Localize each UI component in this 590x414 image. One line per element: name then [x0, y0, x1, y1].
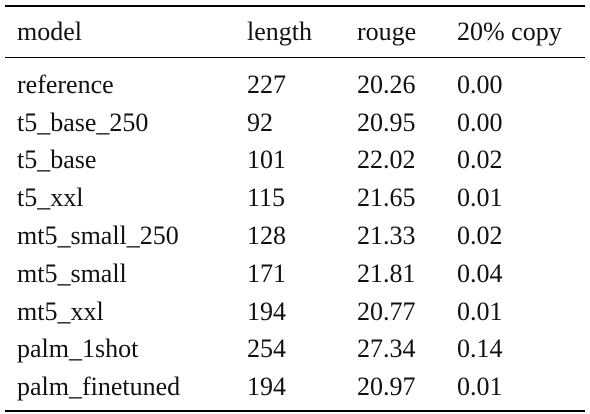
table-body: reference 227 20.26 0.00 t5_base_250 92 … [5, 58, 585, 412]
table-row: mt5_small 171 21.81 0.04 [5, 255, 585, 293]
cell-rouge: 21.33 [357, 221, 416, 251]
cell-copy: 0.04 [457, 258, 503, 288]
cell-model: mt5_xxl [17, 296, 104, 326]
header-length: length [247, 17, 312, 46]
cell-length: 115 [247, 183, 286, 213]
table-row: reference 227 20.26 0.00 [5, 58, 585, 104]
cell-model: palm_1shot [17, 334, 139, 364]
cell-copy: 0.02 [457, 221, 503, 251]
cell-length: 227 [247, 69, 286, 99]
cell-model: mt5_small [17, 258, 127, 288]
cell-model: palm_finetuned [17, 372, 181, 402]
header-model: model [17, 17, 82, 46]
results-table: model length rouge 20% copy reference 22… [5, 5, 585, 412]
cell-length: 171 [247, 258, 286, 288]
header-rouge: rouge [357, 17, 417, 46]
header-row: model length rouge 20% copy [5, 6, 585, 58]
cell-length: 254 [247, 334, 286, 364]
table-row: t5_base 101 22.02 0.02 [5, 142, 585, 180]
cell-length: 194 [247, 296, 286, 326]
cell-rouge: 22.02 [357, 145, 416, 175]
cell-length: 101 [247, 145, 286, 175]
table-row: t5_xxl 115 21.65 0.01 [5, 179, 585, 217]
cell-rouge: 20.26 [357, 69, 416, 99]
cell-model: t5_base [17, 145, 97, 175]
cell-copy: 0.02 [457, 145, 503, 175]
cell-rouge: 27.34 [357, 334, 416, 364]
cell-length: 92 [247, 107, 273, 137]
cell-length: 194 [247, 372, 286, 402]
cell-length: 128 [247, 221, 286, 251]
cell-copy: 0.00 [457, 69, 503, 99]
cell-copy: 0.01 [457, 183, 503, 213]
header-copy: 20% copy [457, 17, 562, 46]
results-table-container: model length rouge 20% copy reference 22… [5, 5, 585, 412]
table-row: t5_base_250 92 20.95 0.00 [5, 104, 585, 142]
table-row: mt5_small_250 128 21.33 0.02 [5, 217, 585, 255]
cell-model: mt5_small_250 [17, 221, 179, 251]
cell-model: t5_base_250 [17, 107, 149, 137]
table-header: model length rouge 20% copy [5, 6, 585, 58]
table-row: mt5_xxl 194 20.77 0.01 [5, 293, 585, 331]
table-row: palm_finetuned 194 20.97 0.01 [5, 368, 585, 412]
cell-model: reference [17, 69, 114, 99]
cell-rouge: 20.97 [357, 372, 416, 402]
cell-copy: 0.14 [457, 334, 503, 364]
cell-copy: 0.00 [457, 107, 503, 137]
cell-copy: 0.01 [457, 296, 503, 326]
cell-rouge: 20.95 [357, 107, 416, 137]
cell-rouge: 21.65 [357, 183, 416, 213]
cell-rouge: 21.81 [357, 258, 416, 288]
table-row: palm_1shot 254 27.34 0.14 [5, 331, 585, 369]
cell-model: t5_xxl [17, 183, 84, 213]
cell-rouge: 20.77 [357, 296, 416, 326]
cell-copy: 0.01 [457, 372, 503, 402]
